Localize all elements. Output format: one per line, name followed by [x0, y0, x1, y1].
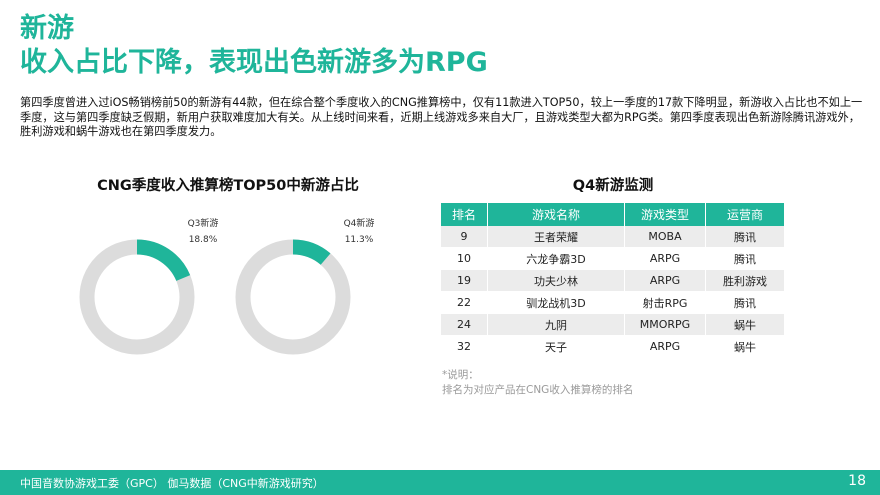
- cell-game-name: 九阴: [487, 313, 625, 336]
- donut-charts: Q3新游 18.8% Q4新游 11.3%: [79, 217, 375, 355]
- cell-game-name: 驯龙战机3D: [487, 291, 625, 314]
- cell-game-name: 六龙争霸3D: [487, 247, 625, 270]
- page-title-line2: 收入占比下降，表现出色新游多为RPG: [20, 47, 488, 78]
- cell-rank: 10: [441, 247, 488, 270]
- cell-game-type: MOBA: [624, 226, 706, 248]
- note-label: *说明：: [442, 369, 479, 381]
- table-row: 9 王者荣耀 MOBA 腾讯: [441, 226, 784, 248]
- donut-slice-highlight: [136, 239, 191, 282]
- cell-operator: 蜗牛: [705, 335, 784, 358]
- footer-source: 中国音数协游戏工委（GPC） 伽马数据（CNG中新游戏研究）: [20, 477, 324, 490]
- donut-label: Q4新游: [344, 217, 375, 229]
- cell-rank: 22: [441, 291, 488, 314]
- cell-game-type: ARPG: [624, 247, 706, 270]
- cell-game-name: 王者荣耀: [487, 226, 625, 248]
- cell-rank: 32: [441, 335, 488, 358]
- cell-game-type: 射击RPG: [624, 291, 706, 314]
- table-row: 19 功夫少林 ARPG 胜利游戏: [441, 269, 784, 292]
- table-title: Q4新游监测: [572, 178, 654, 194]
- table-row: 32 天子 ARPG 蜗牛: [441, 335, 784, 358]
- cell-rank: 9: [441, 226, 488, 248]
- cell-operator: 腾讯: [705, 291, 784, 314]
- cell-game-type: MMORPG: [624, 313, 706, 336]
- header-game-type: 游戏类型: [624, 203, 706, 226]
- footer-bar: 中国音数协游戏工委（GPC） 伽马数据（CNG中新游戏研究） 18: [0, 470, 880, 495]
- table-row: 24 九阴 MMORPG 蜗牛: [441, 313, 784, 336]
- table-row: 10 六龙争霸3D ARPG 腾讯: [441, 247, 784, 270]
- header-rank: 排名: [441, 203, 488, 226]
- page-title-line1: 新游: [20, 13, 74, 44]
- header-game-name: 游戏名称: [487, 203, 625, 226]
- donut-slice-highlight: [292, 239, 331, 265]
- note-text: 排名为对应产品在CNG收入推算榜的排名: [442, 384, 634, 396]
- page-number: 18: [848, 473, 866, 489]
- donut-label: Q3新游: [188, 217, 219, 229]
- cell-game-type: ARPG: [624, 335, 706, 358]
- donut-value-label: 11.3%: [345, 235, 374, 245]
- cell-rank: 19: [441, 269, 488, 292]
- cell-operator: 胜利游戏: [705, 269, 784, 292]
- table-header-row: 排名 游戏名称 游戏类型 运营商: [441, 203, 784, 226]
- table-row: 22 驯龙战机3D 射击RPG 腾讯: [441, 291, 784, 314]
- cell-rank: 24: [441, 313, 488, 336]
- donut-ring-rest: [235, 239, 351, 355]
- donut-value-label: 18.8%: [189, 235, 218, 245]
- summary-paragraph: 第四季度曾进入过iOS畅销榜前50的新游有44款，但在综合整个季度收入的CNG推…: [20, 96, 863, 138]
- cell-operator: 腾讯: [705, 226, 784, 248]
- chart-title: CNG季度收入推算榜TOP50中新游占比: [97, 178, 359, 194]
- header-operator: 运营商: [705, 203, 784, 226]
- cell-operator: 蜗牛: [705, 313, 784, 336]
- cell-game-name: 天子: [487, 335, 625, 358]
- cell-operator: 腾讯: [705, 247, 784, 270]
- cell-game-type: ARPG: [624, 269, 706, 292]
- new-games-table: 排名 游戏名称 游戏类型 运营商 9 王者荣耀 MOBA 腾讯 10 六龙争霸3…: [441, 203, 784, 358]
- cell-game-name: 功夫少林: [487, 269, 625, 292]
